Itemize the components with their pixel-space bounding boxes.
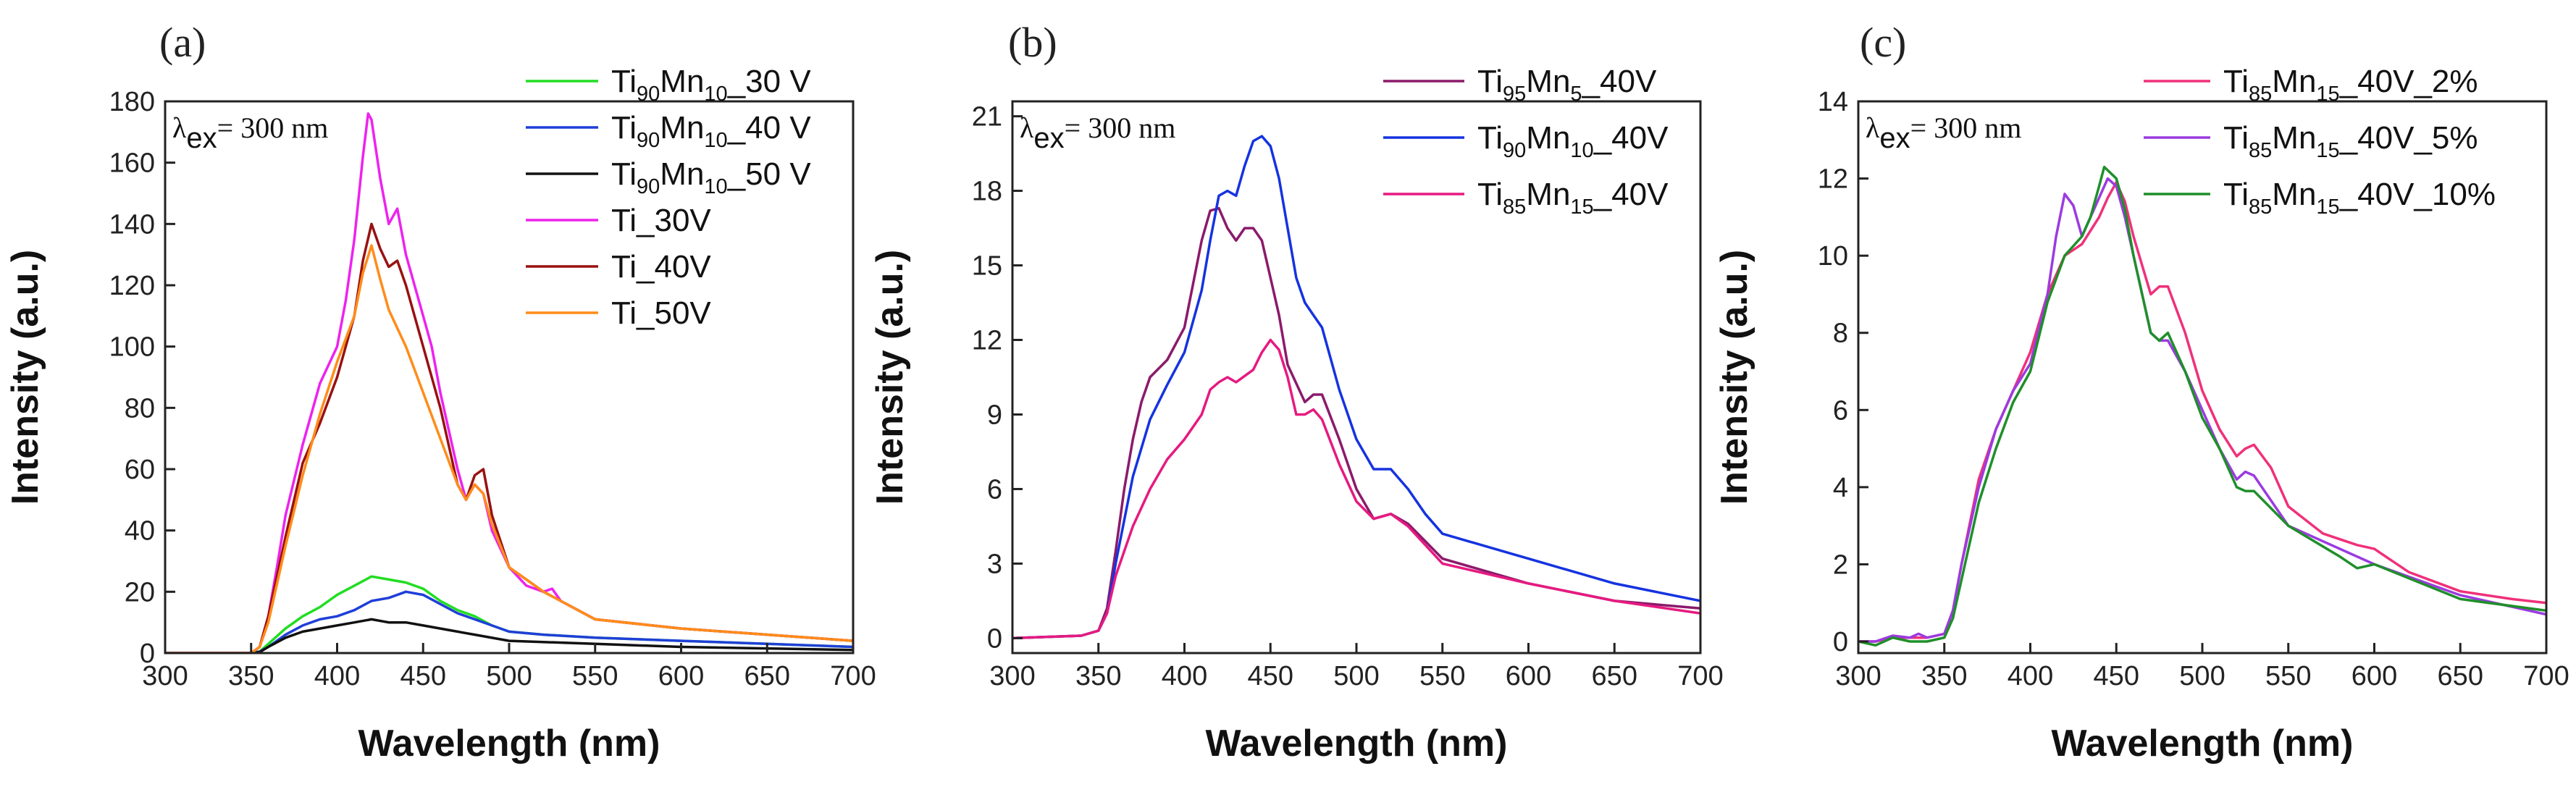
x-tick-label: 350 [1921,661,1967,691]
x-tick-label: 450 [1248,661,1293,691]
series-group [1012,135,1700,640]
x-tick-label: 650 [744,661,790,691]
y-tick-label: 12 [972,326,1002,356]
x-tick-label: 550 [1419,661,1465,691]
series-group [165,112,853,653]
x-tick-label: 300 [1835,661,1881,691]
legend-label-1: Ti95Mn5_40V [1477,64,1657,106]
series-line-2 [1012,135,1700,640]
legend-label-5: Ti_40V [611,249,711,285]
legend-label-2: Ti85Mn15_40V_5% [2223,120,2478,162]
x-axis-title: Wavelength (nm) [358,723,660,765]
panel-label: (a) [159,19,206,66]
x-axis-title: Wavelength (nm) [1206,723,1508,765]
y-tick-label: 80 [125,393,155,424]
y-tick-label: 180 [109,87,155,117]
y-tick-label: 3 [987,549,1002,579]
x-tick-label: 700 [2523,661,2569,691]
y-tick-label: 4 [1833,473,1848,503]
x-tick-label: 650 [2438,661,2483,691]
x-tick-label: 350 [1075,661,1121,691]
legend-label-3: Ti85Mn15_40V [1477,177,1669,219]
legend-label-2: Ti90Mn10_40 V [611,110,811,152]
y-axis-title: Intensity (a.u.) [869,250,911,505]
series-line-5 [165,222,853,653]
y-tick-label: 20 [125,577,155,607]
chart-panel-b: 300 350 400 450 500 550 600 650 700 0 3 6 9 12 15 18 21 W… [869,19,1724,765]
y-tick-label: 8 [1833,319,1848,349]
legend-label-4: Ti_30V [611,203,711,238]
x-tick-label: 450 [2094,661,2139,691]
y-tick-label: 18 [972,177,1002,207]
x-tick-label: 350 [228,661,274,691]
y-tick-label: 2 [1833,550,1848,580]
series-group [1858,165,2546,647]
x-tick-label: 300 [989,661,1035,691]
excitation-annotation: λex= 300 nm [1866,111,2021,154]
y-tick-label: 160 [109,148,155,179]
y-tick-label: 10 [1818,241,1848,272]
chart-panel-a: 300 350 400 450 500 550 600 650 700 0 20 40 60 80 100 1… [4,19,876,765]
x-tick-label: 400 [314,661,360,691]
y-axis-title: Intensity (a.u.) [4,250,46,505]
series-line-6 [165,244,853,653]
y-tick-label: 6 [987,474,1002,505]
x-tick-label: 700 [830,661,876,691]
y-tick-label: 6 [1833,395,1848,426]
y-tick-label: 12 [1818,164,1848,195]
y-tick-label: 40 [125,516,155,547]
series-line-3 [1858,165,2546,647]
series-line-2 [165,590,853,653]
x-tick-label: 500 [1333,661,1379,691]
y-tick-label: 21 [972,102,1002,132]
series-line-2 [1858,177,2546,643]
x-tick-label: 400 [2007,661,2053,691]
series-line-3 [165,618,853,653]
chart-panel-c: 300 350 400 450 500 550 600 650 700 0 2 4 6 8 10 12 14 Wa… [1713,19,2569,765]
x-tick-label: 700 [1677,661,1723,691]
x-tick-label: 450 [400,661,446,691]
x-tick-label: 550 [572,661,618,691]
y-tick-label: 9 [987,400,1002,430]
excitation-annotation: λex= 300 nm [172,111,328,154]
y-tick-label: 15 [972,251,1002,282]
y-tick-label: 60 [125,455,155,485]
legend-label-3: Ti90Mn10_50 V [611,156,811,198]
x-tick-label: 600 [1506,661,1551,691]
x-tick-label: 650 [1592,661,1637,691]
legend-label-1: Ti85Mn15_40V_2% [2223,64,2478,106]
series-line-4 [165,112,853,653]
x-tick-label: 500 [486,661,532,691]
excitation-annotation: λex= 300 nm [1020,111,1175,154]
y-tick-label: 120 [109,271,155,301]
y-tick-label: 0 [987,623,1002,654]
legend-label-6: Ti_50V [611,295,711,331]
y-tick-label: 140 [109,209,155,240]
legend: Ti85Mn15_40V_2% Ti85Mn15_40V_5% Ti85Mn15_4… [2144,64,2496,219]
legend-label-3: Ti85Mn15_40V_10% [2223,177,2496,219]
y-tick-label: 14 [1818,87,1848,117]
legend-label-2: Ti90Mn10_40V [1477,120,1669,162]
x-tick-label: 300 [142,661,188,691]
x-tick-label: 600 [2351,661,2397,691]
legend: Ti95Mn5_40V Ti90Mn10_40V Ti85Mn15_40V [1383,64,1669,219]
y-tick-label: 100 [109,332,155,363]
x-tick-label: 400 [1162,661,1207,691]
panel-label: (c) [1860,19,1906,66]
x-tick-label: 600 [658,661,704,691]
y-tick-label: 0 [140,639,155,669]
y-tick-label: 0 [1833,627,1848,657]
legend-label-1: Ti90Mn10_30 V [611,64,811,106]
panel-label: (b) [1008,19,1057,66]
x-axis-title: Wavelength (nm) [2052,723,2354,765]
x-tick-label: 500 [2179,661,2225,691]
y-axis-title: Intensity (a.u.) [1713,250,1755,505]
x-tick-label: 550 [2265,661,2311,691]
series-line-3 [1012,338,1700,640]
